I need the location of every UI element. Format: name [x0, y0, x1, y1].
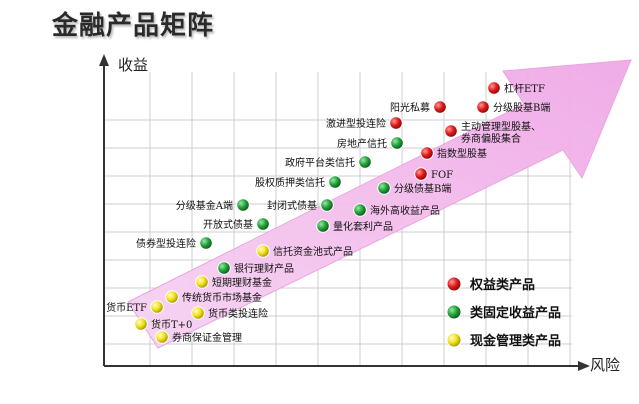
product-marker [328, 175, 342, 189]
product-marker [476, 100, 490, 114]
legend-marker [446, 332, 462, 348]
product-label: 货币类投连险 [208, 307, 268, 320]
product-point: 开放式债基 [203, 217, 270, 231]
product-label: 货币T+0 [151, 318, 192, 331]
product-point: 分级债基B端 [377, 181, 451, 195]
product-point: 债券型投连险 [136, 236, 213, 250]
product-point: 激进型投连险 [326, 116, 403, 130]
product-marker [165, 290, 179, 304]
product-point: 券商保证金管理 [155, 330, 242, 344]
product-marker [150, 300, 164, 314]
product-label: 股权质押类信托 [255, 176, 325, 189]
product-label: 短期理财基金 [212, 276, 272, 289]
product-point: 股权质押类信托 [255, 175, 342, 189]
product-point: 指数型股基 [420, 146, 487, 160]
product-label: 分级债基B端 [394, 182, 451, 195]
legend-marker [446, 276, 462, 292]
risk-return-arrow [127, 59, 632, 349]
product-marker [389, 116, 403, 130]
product-label: 传统货币市场基金 [182, 291, 262, 304]
product-marker [353, 203, 367, 217]
product-marker [487, 81, 501, 95]
product-label: 量化套利产品 [333, 220, 393, 233]
product-label: 银行理财产品 [234, 262, 294, 275]
product-point: 信托资金池式产品 [256, 244, 353, 258]
product-point: 主动管理型股基、券商偏股集合 [444, 120, 541, 145]
product-point: 短期理财基金 [195, 275, 272, 289]
product-label: 房地产信托 [337, 137, 387, 150]
product-marker [414, 167, 428, 181]
product-marker [195, 275, 209, 289]
legend-item: 类固定收益产品 [446, 304, 561, 321]
product-point: 货币ETF [106, 300, 164, 314]
legend-label: 权益类产品 [469, 277, 535, 293]
product-marker [390, 136, 404, 150]
product-point: 海外高收益产品 [353, 203, 440, 217]
product-marker [420, 146, 434, 160]
product-point: 银行理财产品 [217, 261, 294, 275]
product-label: 券商保证金管理 [172, 331, 242, 344]
product-point: 封闭式债基 [267, 198, 334, 212]
product-label: FOF [431, 170, 453, 181]
product-marker [134, 317, 148, 331]
legend-marker [446, 304, 462, 320]
product-marker [316, 219, 330, 233]
product-point: 房地产信托 [337, 136, 404, 150]
product-marker [256, 244, 270, 258]
legend-item: 权益类产品 [446, 276, 535, 293]
product-label: 货币ETF [106, 301, 147, 314]
product-label: 债券型投连险 [136, 237, 196, 250]
product-marker [191, 306, 205, 320]
product-point: 阳光私募 [390, 100, 447, 114]
legend-label: 现金管理类产品 [470, 333, 561, 349]
product-label: 分级股基B端 [493, 101, 550, 114]
legend-label: 类固定收益产品 [470, 305, 561, 321]
product-marker [199, 236, 213, 250]
axes [99, 54, 590, 371]
product-label: 开放式债基 [203, 218, 253, 231]
product-marker [377, 181, 391, 195]
product-label: 海外高收益产品 [370, 204, 440, 217]
product-marker [444, 124, 458, 138]
product-label: 封闭式债基 [267, 199, 317, 212]
product-label: 主动管理型股基、 [461, 120, 541, 133]
product-point: 杠杆ETF [487, 81, 545, 95]
product-marker [256, 217, 270, 231]
page-title: 金融产品矩阵 [51, 10, 214, 41]
product-label: 阳光私募 [390, 101, 430, 114]
product-point: 分级股基B端 [476, 100, 550, 114]
product-label: 信托资金池式产品 [273, 245, 353, 258]
legend-item: 现金管理类产品 [446, 332, 561, 349]
product-marker [358, 155, 372, 169]
product-label-line2: 券商偏股集合 [461, 132, 521, 145]
y-axis-label: 收益 [118, 56, 148, 74]
product-point: 分级基金A端 [176, 198, 250, 212]
product-label: 分级基金A端 [176, 199, 233, 212]
product-point: 量化套利产品 [316, 219, 393, 233]
product-marker [433, 100, 447, 114]
product-point: 货币类投连险 [191, 306, 268, 320]
product-marker [155, 330, 169, 344]
product-label: 激进型投连险 [326, 117, 386, 130]
product-label: 指数型股基 [437, 147, 487, 160]
product-point: 传统货币市场基金 [165, 290, 262, 304]
product-point: FOF [414, 167, 453, 181]
product-label: 杠杆ETF [504, 82, 545, 95]
product-point: 货币T+0 [134, 317, 192, 331]
product-point: 政府平台类信托 [285, 155, 372, 169]
product-marker [217, 261, 231, 275]
product-label: 政府平台类信托 [285, 156, 355, 169]
product-marker [236, 198, 250, 212]
x-axis-label: 风险 [590, 356, 620, 374]
product-marker [320, 198, 334, 212]
